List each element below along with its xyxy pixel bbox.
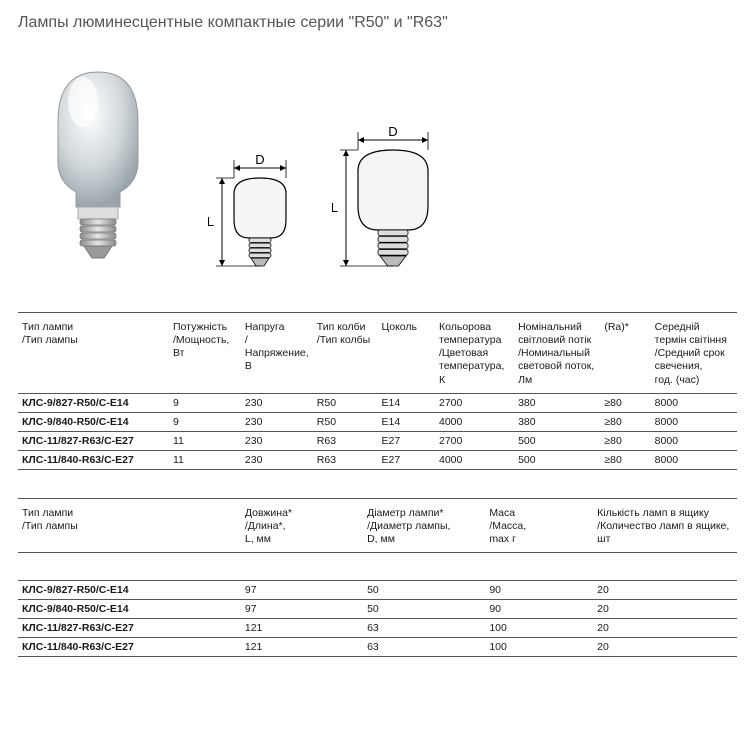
dimension-diagrams: DL DL — [208, 124, 444, 272]
table-cell: КЛС-9/840-R50/С-E14 — [18, 600, 241, 619]
table-cell: 2700 — [435, 431, 514, 450]
diagram-large: DL — [332, 124, 444, 272]
table-cell: 97 — [241, 600, 363, 619]
table-cell: 11 — [169, 450, 241, 469]
table-cell: КЛС-11/827-R63/С-E27 — [18, 431, 169, 450]
svg-text:L: L — [332, 200, 338, 215]
diagram-small: DL — [208, 152, 302, 272]
col-header: Потужність/Мощность,Вт — [169, 313, 241, 394]
table-cell: E14 — [377, 412, 435, 431]
specs-table-2: Тип лампи/Тип лампыДовжина*/Длина*,L, мм… — [18, 498, 737, 657]
table-cell: 20 — [593, 600, 737, 619]
table-header-row: Тип лампи/Тип лампыДовжина*/Длина*,L, мм… — [18, 498, 737, 552]
table-cell: 97 — [241, 581, 363, 600]
col-header: Тип колби/Тип колбы — [313, 313, 378, 394]
table-cell: 11 — [169, 431, 241, 450]
table-cell: 50 — [363, 581, 485, 600]
table-cell: 8000 — [651, 431, 737, 450]
svg-text:D: D — [388, 124, 397, 139]
table-row: КЛС-11/840-R63/С-E271216310020 — [18, 638, 737, 657]
table-cell: 4000 — [435, 412, 514, 431]
table-cell: R63 — [313, 450, 378, 469]
col-header: Цоколь — [377, 313, 435, 394]
table-cell: 20 — [593, 581, 737, 600]
table-cell: КЛС-9/840-R50/С-E14 — [18, 412, 169, 431]
table-row: КЛС-11/827-R63/С-E2711230R63E272700500≥8… — [18, 431, 737, 450]
svg-text:L: L — [208, 214, 214, 229]
table-cell: 100 — [485, 619, 593, 638]
table-cell: 20 — [593, 619, 737, 638]
table-row: КЛС-9/840-R50/С-E149230R50E144000380≥808… — [18, 412, 737, 431]
table-cell: 100 — [485, 638, 593, 657]
col-header: Кольороватемпература/Цветоваятемпература… — [435, 313, 514, 394]
col-header: Номінальнийсвітловий потік/Номинальныйсв… — [514, 313, 600, 394]
table-cell: 50 — [363, 600, 485, 619]
table-cell: ≥80 — [600, 412, 650, 431]
table-cell: 230 — [241, 450, 313, 469]
table-cell: 500 — [514, 450, 600, 469]
col-header: Кількість ламп в ящику/Количество ламп в… — [593, 498, 737, 552]
table-cell: 230 — [241, 393, 313, 412]
table-cell: R63 — [313, 431, 378, 450]
specs-table-1: Тип лампи/Тип лампыПотужність/Мощность,В… — [18, 312, 737, 470]
table-cell: КЛС-11/840-R63/С-E27 — [18, 450, 169, 469]
table-row: КЛС-9/840-R50/С-E1497509020 — [18, 600, 737, 619]
col-header: (Ra)* — [600, 313, 650, 394]
spacer-row — [18, 553, 737, 581]
table-cell: ≥80 — [600, 431, 650, 450]
table-cell: 380 — [514, 412, 600, 431]
col-header: Довжина*/Длина*,L, мм — [241, 498, 363, 552]
svg-text:D: D — [255, 152, 264, 167]
lamp-photo — [38, 52, 158, 272]
table-cell: 4000 — [435, 450, 514, 469]
table-cell: E14 — [377, 393, 435, 412]
table-cell: E27 — [377, 450, 435, 469]
table-cell: 230 — [241, 431, 313, 450]
col-header: Тип лампи/Тип лампы — [18, 498, 241, 552]
table-cell: 9 — [169, 393, 241, 412]
table-cell: 500 — [514, 431, 600, 450]
col-header: Діаметр лампи*/Диаметр лампы,D, мм — [363, 498, 485, 552]
table-cell: ≥80 — [600, 393, 650, 412]
table-cell: ≥80 — [600, 450, 650, 469]
table-cell: КЛС-11/827-R63/С-E27 — [18, 619, 241, 638]
table-cell: E27 — [377, 431, 435, 450]
table-cell: 8000 — [651, 450, 737, 469]
col-header: Маса/Масса,max г — [485, 498, 593, 552]
table-row: КЛС-11/840-R63/С-E2711230R63E274000500≥8… — [18, 450, 737, 469]
table-cell: 20 — [593, 638, 737, 657]
table-cell: 230 — [241, 412, 313, 431]
table-cell: 63 — [363, 619, 485, 638]
table-cell: 90 — [485, 600, 593, 619]
product-imagery: DL DL — [18, 52, 737, 272]
table-row: КЛС-11/827-R63/С-E271216310020 — [18, 619, 737, 638]
table-cell: 121 — [241, 638, 363, 657]
table-cell: 90 — [485, 581, 593, 600]
col-header: Тип лампи/Тип лампы — [18, 313, 169, 394]
table-cell: R50 — [313, 412, 378, 431]
table-cell: КЛС-11/840-R63/С-E27 — [18, 638, 241, 657]
table-cell: КЛС-9/827-R50/С-E14 — [18, 393, 169, 412]
table-cell: 121 — [241, 619, 363, 638]
table-cell: 63 — [363, 638, 485, 657]
table-cell: КЛС-9/827-R50/С-E14 — [18, 581, 241, 600]
table-row: КЛС-9/827-R50/С-E149230R50E142700380≥808… — [18, 393, 737, 412]
page-title: Лампы люминесцентные компактные серии "R… — [18, 14, 737, 32]
col-header: Середнійтермін світіння/Средний сроксвеч… — [651, 313, 737, 394]
table-cell: 8000 — [651, 412, 737, 431]
col-header: Напруга/Напряжение,В — [241, 313, 313, 394]
table-cell: R50 — [313, 393, 378, 412]
table-cell: 2700 — [435, 393, 514, 412]
table-cell: 9 — [169, 412, 241, 431]
table-header-row: Тип лампи/Тип лампыПотужність/Мощность,В… — [18, 313, 737, 394]
table-cell: 380 — [514, 393, 600, 412]
table-cell: 8000 — [651, 393, 737, 412]
table-row: КЛС-9/827-R50/С-E1497509020 — [18, 581, 737, 600]
